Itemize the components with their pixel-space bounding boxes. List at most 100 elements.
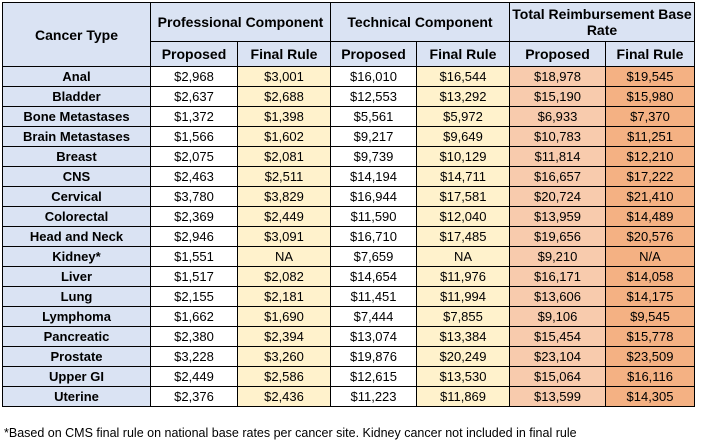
header-professional-component: Professional Component: [150, 2, 331, 42]
total-proposed-cell: $15,064: [509, 366, 606, 387]
technical-final-rule-cell: $11,994: [416, 286, 510, 307]
total-proposed-cell: $16,171: [509, 266, 606, 287]
professional-final-rule-cell: $2,688: [237, 86, 331, 107]
professional-proposed-cell: $1,551: [150, 246, 238, 267]
professional-final-rule-cell: $2,181: [237, 286, 331, 307]
cancer-type-cell: Colorectal: [2, 206, 151, 227]
table-row: Anal $2,968 $3,001 $16,010 $16,544 $18,978 $19…: [2, 66, 695, 87]
total-final-rule-cell: $14,058: [605, 266, 695, 287]
total-proposed-cell: $13,606: [509, 286, 606, 307]
header-row-groups: Cancer Type Professional Component Techn…: [2, 2, 695, 67]
technical-proposed-cell: $16,710: [330, 226, 417, 247]
table-row: CNS $2,463 $2,511 $14,194 $14,711 $16,657 $17,…: [2, 166, 695, 187]
total-final-rule-cell: $21,410: [605, 186, 695, 207]
total-final-rule-cell: $20,576: [605, 226, 695, 247]
table-row: Lung $2,155 $2,181 $11,451 $11,994 $13,606 $14…: [2, 286, 695, 307]
technical-final-rule-cell: $14,711: [416, 166, 510, 187]
professional-final-rule-cell: $3,001: [237, 66, 331, 87]
table-row: Liver $1,517 $2,082 $14,654 $11,976 $16,171 $1…: [2, 266, 695, 287]
technical-final-rule-cell: $17,581: [416, 186, 510, 207]
cancer-type-cell: Head and Neck: [2, 226, 151, 247]
cancer-type-cell: Breast: [2, 146, 151, 167]
total-final-rule-cell: N/A: [605, 246, 695, 267]
professional-proposed-cell: $2,075: [150, 146, 238, 167]
table-row: Bone Metastases $1,372 $1,398 $5,561 $5,972 $…: [2, 106, 695, 127]
total-final-rule-cell: $15,778: [605, 326, 695, 347]
professional-final-rule-cell: $1,690: [237, 306, 331, 327]
header-technical-proposed: Proposed: [330, 41, 417, 67]
technical-proposed-cell: $16,010: [330, 66, 417, 87]
professional-proposed-cell: $2,376: [150, 386, 238, 407]
professional-final-rule-cell: $2,449: [237, 206, 331, 227]
total-final-rule-cell: $23,509: [605, 346, 695, 367]
technical-final-rule-cell: $13,292: [416, 86, 510, 107]
table-row: Kidney* $1,551 NA $7,659 NA $9,210 N/A: [2, 246, 695, 267]
total-proposed-cell: $6,933: [509, 106, 606, 127]
professional-final-rule-cell: $3,260: [237, 346, 331, 367]
table-row: Bladder $2,637 $2,688 $12,553 $13,292 $15,190…: [2, 86, 695, 107]
header-total-reimbursement: Total Reimbursement Base Rate: [509, 2, 695, 42]
total-proposed-cell: $19,656: [509, 226, 606, 247]
technical-final-rule-cell: $17,485: [416, 226, 510, 247]
technical-proposed-cell: $12,553: [330, 86, 417, 107]
professional-proposed-cell: $1,372: [150, 106, 238, 127]
header-total-proposed: Proposed: [509, 41, 606, 67]
professional-final-rule-cell: $3,829: [237, 186, 331, 207]
technical-proposed-cell: $19,876: [330, 346, 417, 367]
cancer-type-cell: Bladder: [2, 86, 151, 107]
professional-final-rule-cell: NA: [237, 246, 331, 267]
professional-proposed-cell: $2,637: [150, 86, 238, 107]
professional-proposed-cell: $2,155: [150, 286, 238, 307]
professional-proposed-cell: $2,968: [150, 66, 238, 87]
total-final-rule-cell: $12,210: [605, 146, 695, 167]
technical-proposed-cell: $16,944: [330, 186, 417, 207]
total-proposed-cell: $15,454: [509, 326, 606, 347]
table-row: Uterine $2,376 $2,436 $11,223 $11,869 $13,599…: [2, 386, 695, 407]
technical-final-rule-cell: $9,649: [416, 126, 510, 147]
table-row: Head and Neck $2,946 $3,091 $16,710 $17,485 $…: [2, 226, 695, 247]
total-final-rule-cell: $16,116: [605, 366, 695, 387]
technical-proposed-cell: $7,444: [330, 306, 417, 327]
table-body: Anal $2,968 $3,001 $16,010 $16,544 $18,978 $19…: [2, 66, 695, 407]
technical-proposed-cell: $9,739: [330, 146, 417, 167]
professional-final-rule-cell: $2,586: [237, 366, 331, 387]
cancer-type-cell: Lymphoma: [2, 306, 151, 327]
total-proposed-cell: $13,959: [509, 206, 606, 227]
technical-final-rule-cell: $13,384: [416, 326, 510, 347]
professional-final-rule-cell: $3,091: [237, 226, 331, 247]
table-row: Brain Metastases $1,566 $1,602 $9,217 $9,649…: [2, 126, 695, 147]
header-professional-proposed: Proposed: [150, 41, 238, 67]
technical-proposed-cell: $7,659: [330, 246, 417, 267]
reimbursement-table: Cancer Type Professional Component Techn…: [2, 2, 695, 407]
total-proposed-cell: $10,783: [509, 126, 606, 147]
technical-proposed-cell: $13,074: [330, 326, 417, 347]
technical-final-rule-cell: $12,040: [416, 206, 510, 227]
table-row: Colorectal $2,369 $2,449 $11,590 $12,040 $13,…: [2, 206, 695, 227]
cancer-type-cell: Uterine: [2, 386, 151, 407]
professional-final-rule-cell: $1,602: [237, 126, 331, 147]
technical-proposed-cell: $14,194: [330, 166, 417, 187]
cancer-type-cell: Upper GI: [2, 366, 151, 387]
cancer-type-cell: Liver: [2, 266, 151, 287]
footnote: *Based on CMS final rule on national bas…: [4, 426, 577, 440]
professional-proposed-cell: $2,463: [150, 166, 238, 187]
table-row: Pancreatic $2,380 $2,394 $13,074 $13,384 $15,…: [2, 326, 695, 347]
technical-final-rule-cell: $13,530: [416, 366, 510, 387]
total-proposed-cell: $16,657: [509, 166, 606, 187]
total-final-rule-cell: $7,370: [605, 106, 695, 127]
total-proposed-cell: $9,210: [509, 246, 606, 267]
cancer-type-cell: Cervical: [2, 186, 151, 207]
professional-proposed-cell: $2,369: [150, 206, 238, 227]
technical-final-rule-cell: $10,129: [416, 146, 510, 167]
technical-proposed-cell: $11,451: [330, 286, 417, 307]
professional-proposed-cell: $1,517: [150, 266, 238, 287]
technical-proposed-cell: $9,217: [330, 126, 417, 147]
cancer-type-cell: Bone Metastases: [2, 106, 151, 127]
professional-final-rule-cell: $2,082: [237, 266, 331, 287]
header-professional-final-rule: Final Rule: [237, 41, 331, 67]
professional-proposed-cell: $1,566: [150, 126, 238, 147]
professional-final-rule-cell: $2,081: [237, 146, 331, 167]
table-row: Lymphoma $1,662 $1,690 $7,444 $7,855 $9,106 $9…: [2, 306, 695, 327]
professional-proposed-cell: $2,449: [150, 366, 238, 387]
total-final-rule-cell: $11,251: [605, 126, 695, 147]
